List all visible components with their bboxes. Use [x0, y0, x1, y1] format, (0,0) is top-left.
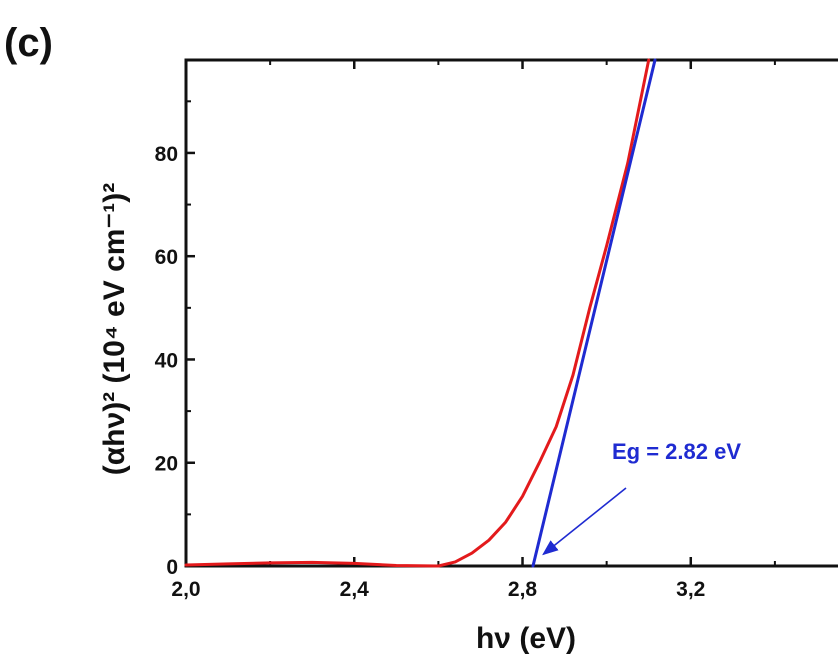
- y-tick-label: 20: [155, 453, 178, 476]
- x-axis-title: hν (eV): [476, 622, 576, 655]
- y-tick-label: 80: [155, 143, 178, 166]
- y-axis-ticks: 0 20 40 60 80: [155, 100, 195, 579]
- x-tick-label: 3,2: [676, 578, 705, 601]
- absorption-curve: [184, 58, 651, 568]
- annotation-layer: Eg = 2.82 eV: [542, 439, 741, 556]
- x-tick-label: 2,8: [508, 578, 538, 601]
- plot-area-frame: [184, 58, 838, 568]
- x-tick-label: 2,0: [171, 578, 200, 601]
- y-axis-title: (αhν)² (10⁴ eV cm⁻¹)²: [98, 183, 131, 476]
- x-axis-ticks: 2,0 2,4 2,8 3,2: [171, 60, 776, 601]
- y-tick-label: 0: [166, 556, 178, 579]
- series-layer: [184, 58, 657, 568]
- band-gap-annotation: Eg = 2.82 eV: [612, 439, 741, 464]
- linear-fit-line: [531, 58, 657, 568]
- x-tick-label: 2,4: [340, 578, 370, 601]
- y-tick-label: 60: [155, 246, 178, 269]
- y-tick-label: 40: [155, 349, 178, 372]
- panel-label: (c): [4, 21, 53, 65]
- annotation-arrow: [542, 487, 627, 556]
